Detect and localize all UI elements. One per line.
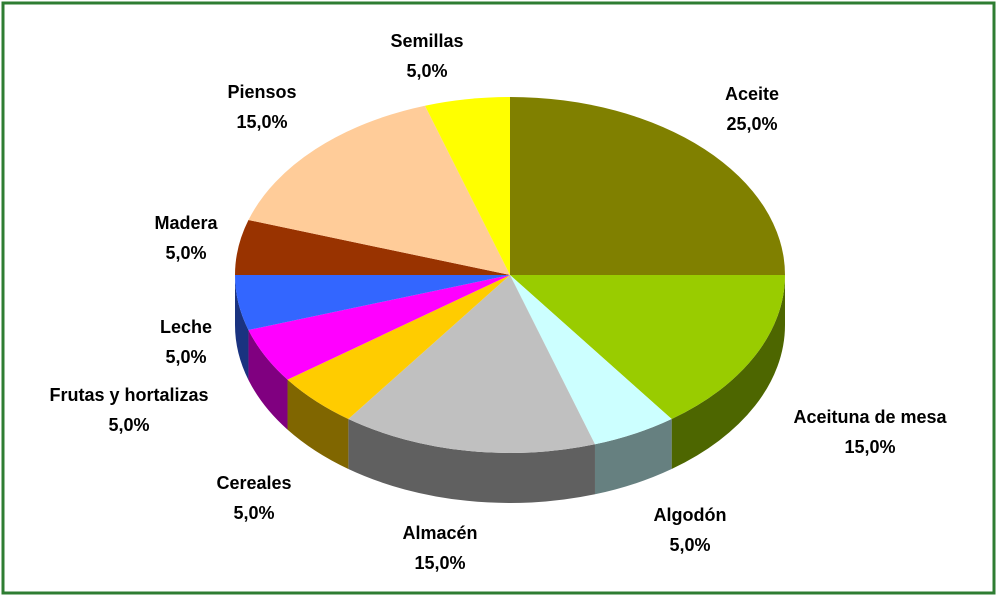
label-value: 5,0% — [165, 243, 206, 263]
slice — [248, 275, 510, 380]
slice-side — [671, 275, 786, 470]
label-value: 5,0% — [233, 503, 274, 523]
label-name: Frutas y hortalizas — [49, 385, 208, 405]
label-name: Algodón — [654, 505, 727, 525]
label-name: Aceituna de mesa — [793, 407, 947, 427]
slice — [510, 97, 785, 275]
slice-side — [287, 379, 349, 470]
label-name: Leche — [160, 317, 212, 337]
label-value: 15,0% — [236, 112, 287, 132]
label-name: Piensos — [227, 82, 296, 102]
label-value: 15,0% — [414, 553, 465, 573]
label-value: 15,0% — [844, 437, 895, 457]
label-name: Almacén — [402, 523, 477, 543]
label-name: Semillas — [390, 31, 463, 51]
label-name: Cereales — [216, 473, 291, 493]
slice — [510, 275, 786, 420]
slice-side — [348, 419, 595, 503]
slice — [425, 97, 510, 275]
label-value: 5,0% — [669, 535, 710, 555]
data-labels: Aceite 25,0% Aceituna de mesa 15,0% Algodón 5… — [49, 31, 947, 573]
slice — [287, 275, 510, 420]
slice-side — [594, 419, 672, 495]
label-value: 5,0% — [108, 415, 149, 435]
slice-side — [235, 275, 249, 381]
label-value: 5,0% — [165, 347, 206, 367]
slice-side — [248, 330, 288, 430]
slice — [510, 275, 672, 445]
pie-sides — [235, 275, 786, 503]
label-name: Aceite — [725, 84, 779, 104]
pie-tops — [235, 97, 786, 453]
slice — [235, 275, 510, 331]
slice — [235, 219, 510, 275]
label-value: 5,0% — [406, 61, 447, 81]
label-name: Madera — [154, 213, 218, 233]
label-value: 25,0% — [726, 114, 777, 134]
slice — [248, 105, 510, 275]
slice — [348, 275, 595, 453]
